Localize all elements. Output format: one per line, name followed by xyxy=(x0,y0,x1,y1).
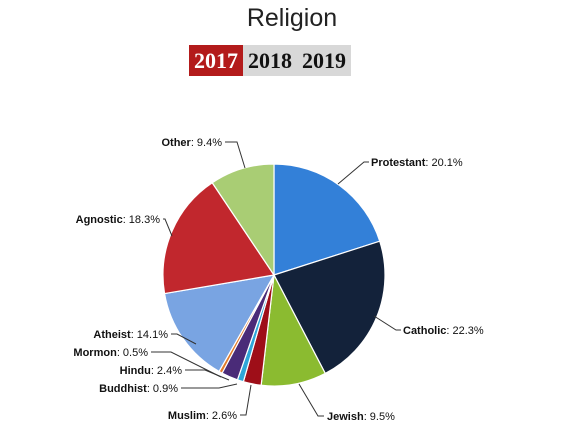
leader-line-catholic xyxy=(373,315,401,331)
leader-line-mormon xyxy=(151,351,222,378)
leader-line-protestant xyxy=(337,161,369,185)
leader-line-buddhist xyxy=(181,383,238,389)
data-label-muslim: Muslim: 2.6% xyxy=(168,410,237,422)
leader-line-other xyxy=(225,141,246,169)
year-tab-2018[interactable]: 2018 xyxy=(248,48,292,73)
pie-slice-protestant[interactable] xyxy=(273,163,381,276)
year-tab-2019[interactable]: 2019 xyxy=(302,48,346,73)
data-label-hindu: Hindu: 2.4% xyxy=(120,365,183,377)
leader-line-agnostic xyxy=(163,218,173,237)
leader-line-atheist xyxy=(171,333,197,345)
year-selector: 2017 2018 2019 xyxy=(189,45,351,76)
leader-line-jewish xyxy=(298,383,324,417)
pie-slice-agnostic[interactable] xyxy=(162,181,276,295)
chart-title: Religion xyxy=(246,4,338,32)
data-label-other: Other: 9.4% xyxy=(161,137,222,149)
data-label-protestant: Protestant: 20.1% xyxy=(371,157,463,169)
pie-slice-other[interactable] xyxy=(211,163,275,277)
leader-line-muslim xyxy=(240,384,252,416)
data-label-jewish: Jewish: 9.5% xyxy=(327,411,395,423)
pie-slice-atheist[interactable] xyxy=(163,274,276,373)
data-label-catholic: Catholic: 22.3% xyxy=(403,325,484,337)
data-label-agnostic: Agnostic: 18.3% xyxy=(76,214,161,226)
data-label-buddhist: Buddhist: 0.9% xyxy=(99,383,178,395)
data-label-mormon: Mormon: 0.5% xyxy=(73,347,148,359)
year-tab-2017[interactable]: 2017 xyxy=(189,45,243,76)
data-label-atheist: Atheist: 14.1% xyxy=(93,329,168,341)
